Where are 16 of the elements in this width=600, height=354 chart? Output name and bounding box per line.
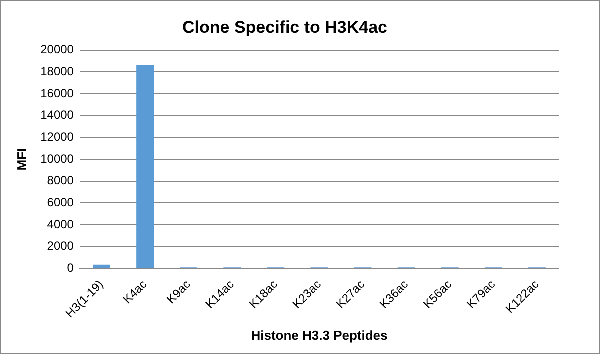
y-tick-label: 12000 xyxy=(40,130,74,144)
bar xyxy=(136,65,154,268)
y-axis-title: MFI xyxy=(14,148,30,171)
y-tick-label: 18000 xyxy=(40,64,74,79)
y-tick-label: 10000 xyxy=(40,152,74,166)
y-tick-label: 8000 xyxy=(47,174,74,188)
y-tick-label: 6000 xyxy=(47,196,74,210)
y-tick-label: 0 xyxy=(67,261,74,276)
y-tick-label: 4000 xyxy=(47,217,74,232)
x-axis-title: Histone H3.3 Peptides xyxy=(251,328,388,343)
chart-title: Clone Specific to H3K4ac xyxy=(182,18,388,37)
y-tick-label: 16000 xyxy=(40,86,74,100)
bar xyxy=(93,264,110,268)
y-tick-label: 14000 xyxy=(40,108,74,122)
y-tick-label: 2000 xyxy=(47,239,74,254)
y-tick-label: 20000 xyxy=(40,42,74,57)
